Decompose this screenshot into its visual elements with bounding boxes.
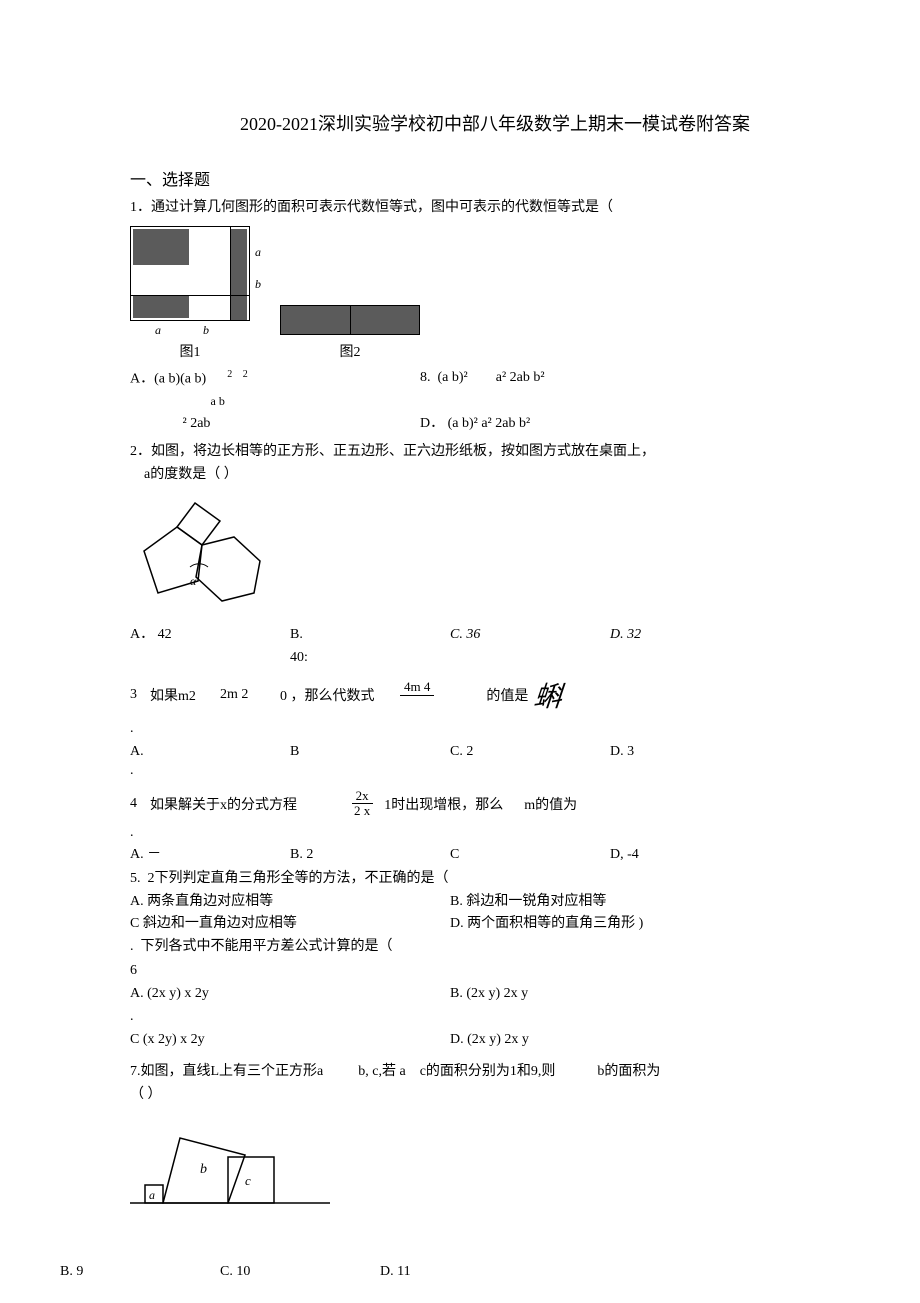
- option-c: C. 2: [450, 741, 610, 763]
- page-title: 2020-2021深圳实验学校初中部八年级数学上期末一模试卷附答案: [130, 110, 860, 136]
- q6-stem: . 下列各式中不能用平方差公式计算的是（: [130, 935, 860, 959]
- figure-1-caption: 图1: [130, 341, 250, 361]
- rect-shade: [133, 296, 189, 318]
- angle-label: α: [190, 574, 197, 588]
- calligraphy-char: 蝌: [533, 675, 565, 715]
- option-d: D． (a b)² a² 2ab b²: [420, 413, 710, 435]
- q1-figures: a b a b 图1 图2: [130, 226, 860, 361]
- option-a: A．(a b)(a b) 2 2 a b: [130, 367, 420, 413]
- option-d: D. 32: [610, 624, 710, 669]
- q2-stem-2: a的度数是（ ）: [130, 463, 860, 487]
- option-b: B. 2: [290, 844, 450, 866]
- q7-figure: a b c: [130, 1113, 860, 1218]
- q1-stem: 1．通过计算几何图形的面积可表示代数恒等式，图中可表示的代数恒等式是（: [130, 196, 860, 220]
- option-b: 8. (a b)² a² 2ab b²: [420, 367, 710, 413]
- label-b: b: [255, 277, 261, 292]
- q3-options: A. B C. 2 D. 3: [130, 741, 860, 763]
- figure-2: 图2: [280, 305, 420, 361]
- option-d: D. (2x y) 2x y: [450, 1029, 529, 1051]
- option-b: B. 斜边和一锐角对应相等: [450, 891, 606, 913]
- q4-options: A. － B. 2 C D, -4: [130, 844, 860, 866]
- fraction: 2x 2 x: [350, 789, 374, 819]
- dim-line: [131, 295, 249, 296]
- option-b: B. 9: [60, 1264, 220, 1280]
- q6-options-2: C (x 2y) x 2y D. (2x y) 2x y: [130, 1029, 860, 1051]
- q1-options-row2: ² 2ab D． (a b)² a² 2ab b²: [130, 413, 860, 435]
- rect-shade: [350, 306, 420, 334]
- section-heading: 一、选择题: [130, 166, 860, 190]
- option-d: D. 两个面积相等的直角三角形 ): [450, 913, 643, 935]
- dim-line: [230, 227, 231, 320]
- option-b: B: [290, 741, 450, 763]
- option-a: A． 42: [130, 624, 290, 669]
- polygons-svg: α: [130, 493, 280, 613]
- option-c: C. 10: [220, 1264, 380, 1280]
- q6-options-1: A. (2x y) x 2y B. (2x y) 2x y: [130, 983, 860, 1005]
- rect-shade: [231, 229, 247, 320]
- rect-shade: [281, 306, 350, 334]
- option-c: C: [450, 844, 610, 866]
- option-b: B.40:: [290, 624, 450, 669]
- figure-2-caption: 图2: [280, 341, 420, 361]
- label-a: a: [155, 323, 161, 338]
- q4-stem: 4 如果解关于x的分式方程 2x 2 x 1时出现增根，那么 m的值为: [130, 789, 860, 819]
- fraction: 4m 4: [400, 680, 434, 710]
- figure-1: a b a b 图1: [130, 226, 250, 361]
- option-d: D. 3: [610, 741, 770, 763]
- option-d: D, -4: [610, 844, 770, 866]
- option-b: B. (2x y) 2x y: [450, 983, 528, 1005]
- option-c: C (x 2y) x 2y: [130, 1029, 450, 1051]
- option-c: C. 36: [450, 624, 610, 669]
- svg-text:a: a: [149, 1188, 155, 1202]
- q7-options: A. 8 B. 9 C. 10 D. 11: [0, 1264, 920, 1280]
- q7-stem-end: （ ）: [130, 1083, 860, 1107]
- label-a: a: [255, 245, 261, 260]
- option-d: D. 11: [380, 1264, 540, 1280]
- q2-figure: α: [130, 493, 860, 618]
- label-b: b: [203, 323, 209, 338]
- svg-text:c: c: [245, 1173, 251, 1188]
- q6-num: 6: [130, 959, 860, 983]
- option-c: C 斜边和一直角边对应相等: [130, 913, 450, 935]
- svg-text:b: b: [200, 1162, 207, 1177]
- q5-stem: 5. 2下列判定直角三角形全等的方法，不正确的是（: [130, 867, 860, 891]
- exam-page: 2020-2021深圳实验学校初中部八年级数学上期末一模试卷附答案 一、选择题 …: [0, 0, 920, 1264]
- q2-stem-1: 2．如图，将边长相等的正方形、正五边形、正六边形纸板，按如图方式放在桌面上，: [130, 440, 860, 464]
- option-a: A.: [130, 741, 290, 763]
- q3-stem: 3 如果m2 2m 2 0 ，那么代数式 4m 4 的值是 蝌: [130, 675, 860, 715]
- q2-options: A． 42 B.40: C. 36 D. 32: [130, 624, 860, 669]
- q7-stem: 7.如图，直线L上有三个正方形a b, c,若 a c的面积分别为1和9,则 b…: [130, 1060, 860, 1084]
- option-a: A. 两条直角边对应相等: [130, 891, 450, 913]
- q5-options-2: C 斜边和一直角边对应相等 D. 两个面积相等的直角三角形 ): [130, 913, 860, 935]
- q1-options: A．(a b)(a b) 2 2 a b 8. (a b)² a² 2ab b²: [130, 367, 860, 413]
- squares-svg: a b c: [130, 1113, 330, 1213]
- option-c: ² 2ab: [130, 413, 420, 435]
- option-a: A. －: [130, 844, 290, 866]
- q5-options-1: A. 两条直角边对应相等 B. 斜边和一锐角对应相等: [130, 891, 860, 913]
- option-a: A. (2x y) x 2y: [130, 983, 450, 1005]
- rect-shade: [133, 229, 189, 265]
- option-a: A. 8: [0, 1264, 60, 1280]
